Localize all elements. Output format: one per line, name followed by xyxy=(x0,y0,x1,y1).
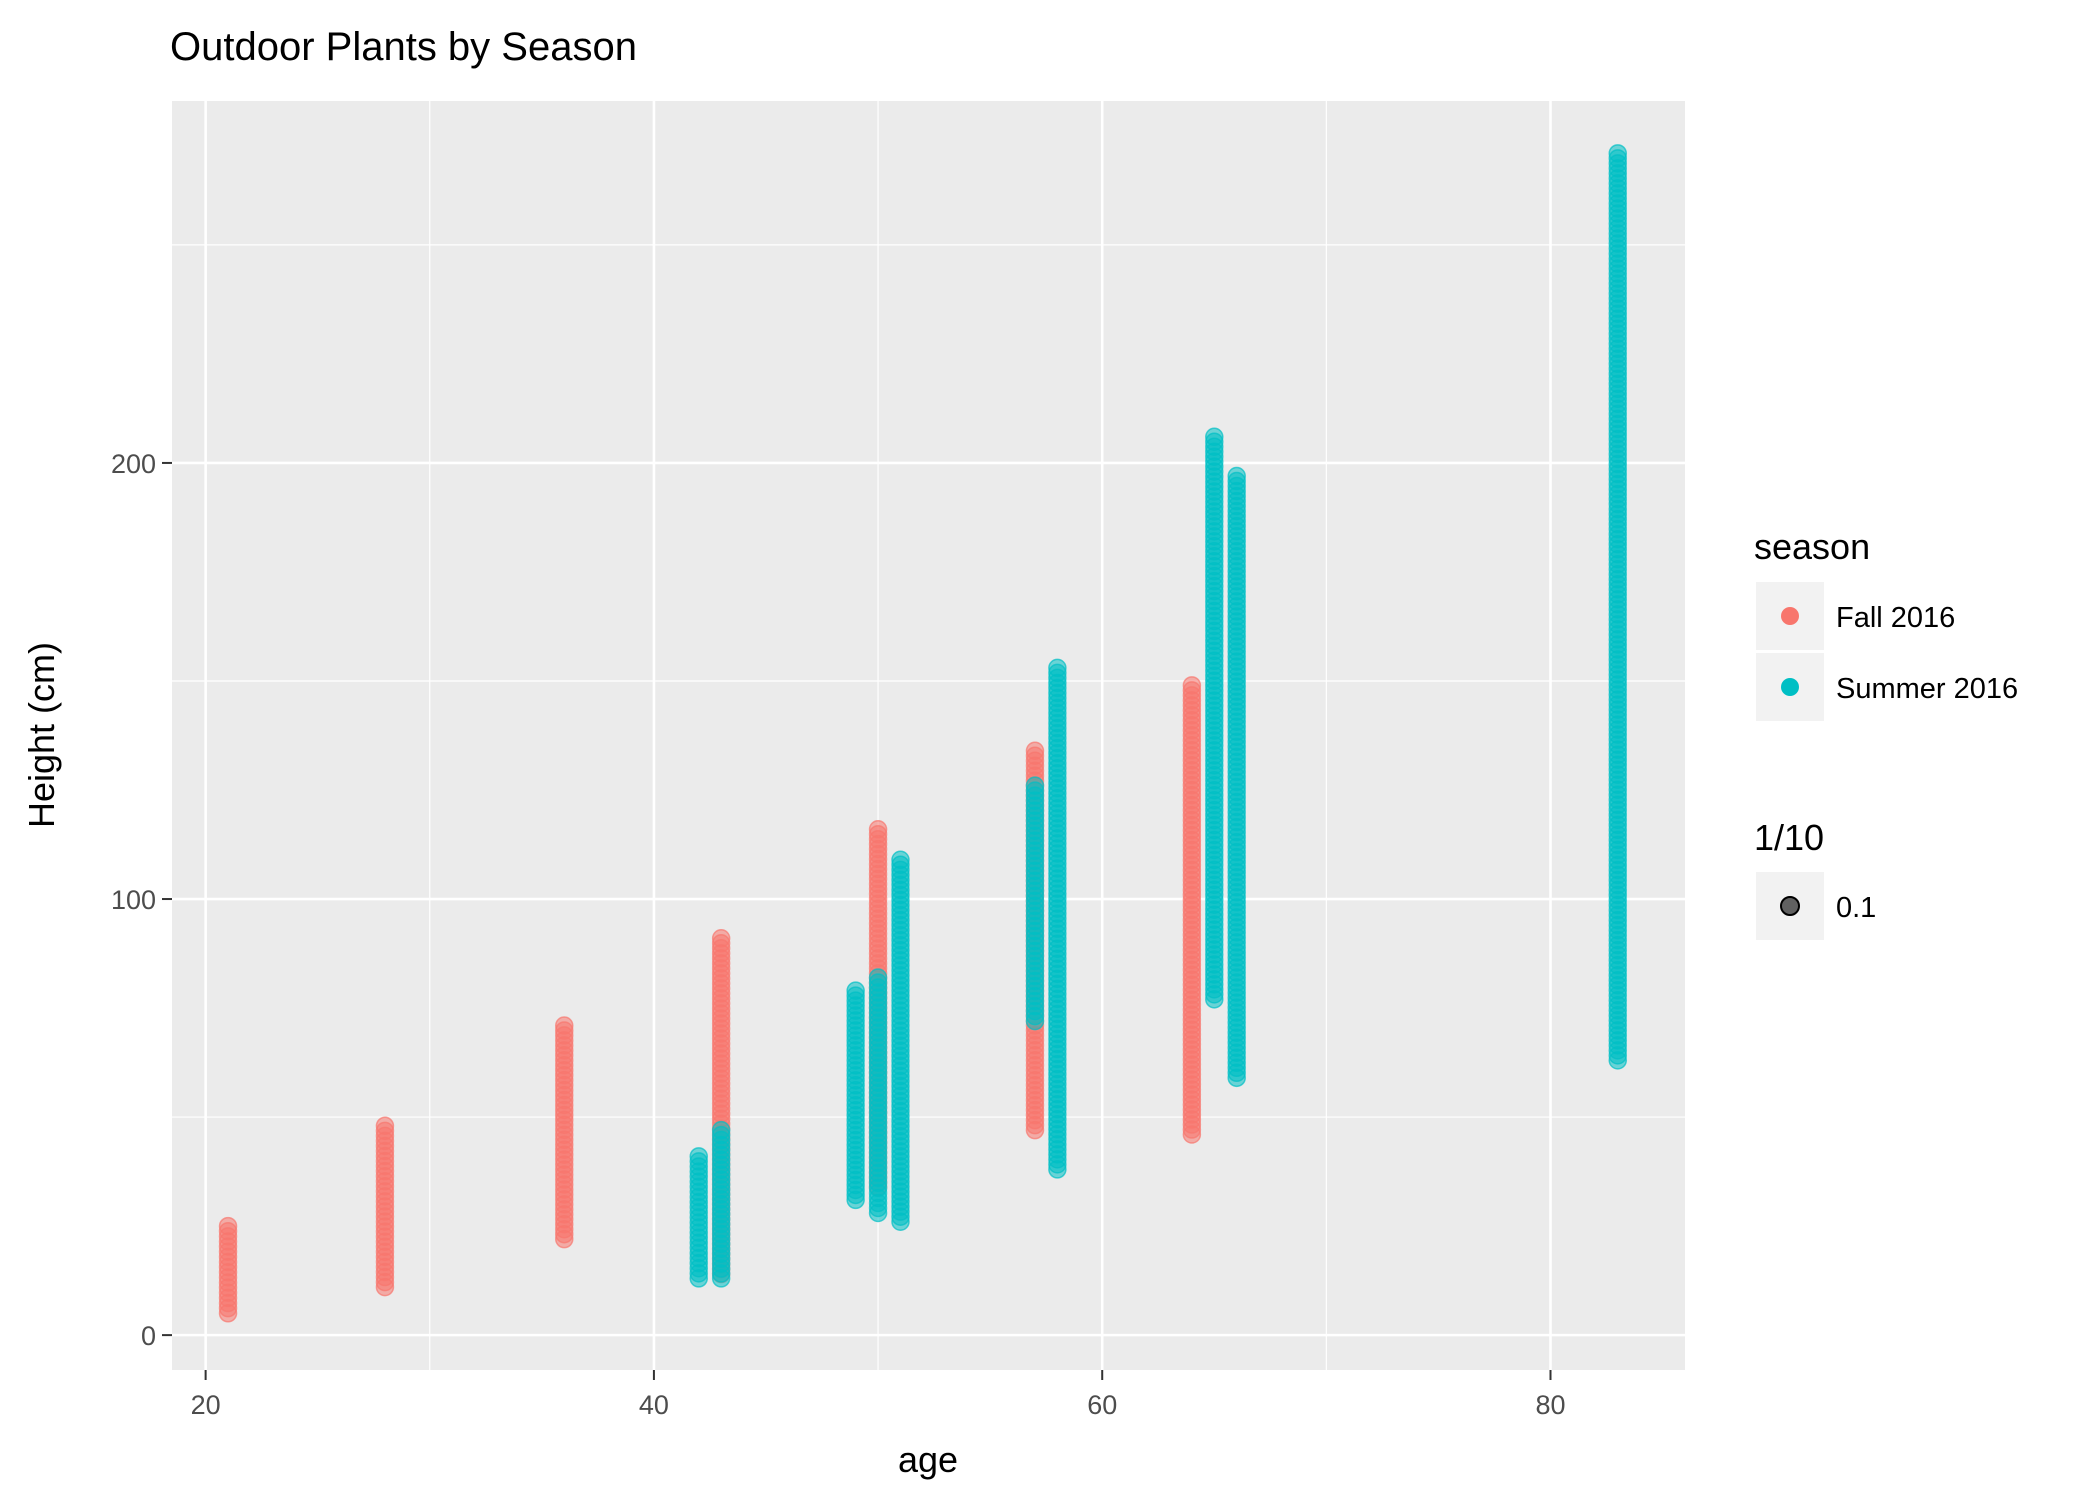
x-axis: 20 40 60 80 xyxy=(191,1370,1566,1420)
x-axis-title: age xyxy=(898,1439,958,1480)
point-fall-2016 xyxy=(555,1016,574,1035)
point-fall-2016 xyxy=(375,1116,395,1136)
legend-label-fall: Fall 2016 xyxy=(1836,602,1955,634)
legend-color-title: season xyxy=(1754,526,1870,567)
point-summer-2016 xyxy=(1048,658,1067,678)
point-summer-2016 xyxy=(1227,466,1246,486)
grid-major xyxy=(172,101,1685,1370)
point-fall-2016 xyxy=(868,820,888,839)
point-summer-2016 xyxy=(846,981,865,1000)
data-points xyxy=(218,144,1628,1323)
x-tick-label: 40 xyxy=(639,1390,669,1420)
point-summer-2016 xyxy=(868,968,888,987)
point-summer-2016 xyxy=(711,1120,731,1140)
legend-key-fall-dot xyxy=(1781,607,1799,625)
point-summer-2016 xyxy=(1025,776,1045,795)
chart-title: Outdoor Plants by Season xyxy=(170,25,637,69)
x-tick-label: 80 xyxy=(1535,1390,1565,1420)
legend-alpha-title: 1/10 xyxy=(1754,817,1824,858)
y-tick-label: 200 xyxy=(111,449,156,479)
y-tick-label: 100 xyxy=(111,885,156,915)
legend-key-alpha-dot xyxy=(1780,896,1800,916)
x-tick-label: 20 xyxy=(191,1390,221,1420)
point-summer-2016 xyxy=(1608,144,1628,163)
plot-panel xyxy=(172,101,1685,1370)
point-summer-2016 xyxy=(891,850,910,870)
point-summer-2016 xyxy=(1205,427,1224,447)
legend-key-summer-dot xyxy=(1781,678,1799,696)
point-summer-2016 xyxy=(689,1147,708,1166)
legend-label-summer: Summer 2016 xyxy=(1836,673,2018,705)
y-axis: 0 100 200 xyxy=(111,449,172,1351)
point-fall-2016 xyxy=(218,1216,238,1236)
legend: season Fall 2016 Summer 2016 1/10 0.1 xyxy=(1754,526,2018,940)
point-fall-2016 xyxy=(1182,676,1202,695)
legend-label-alpha: 0.1 xyxy=(1836,892,1876,924)
grid-minor xyxy=(172,101,1685,1370)
point-fall-2016 xyxy=(1025,741,1045,761)
y-tick-label: 0 xyxy=(141,1321,156,1351)
point-fall-2016 xyxy=(711,929,731,948)
x-tick-label: 60 xyxy=(1087,1390,1117,1420)
y-axis-title: Height (cm) xyxy=(21,642,62,828)
